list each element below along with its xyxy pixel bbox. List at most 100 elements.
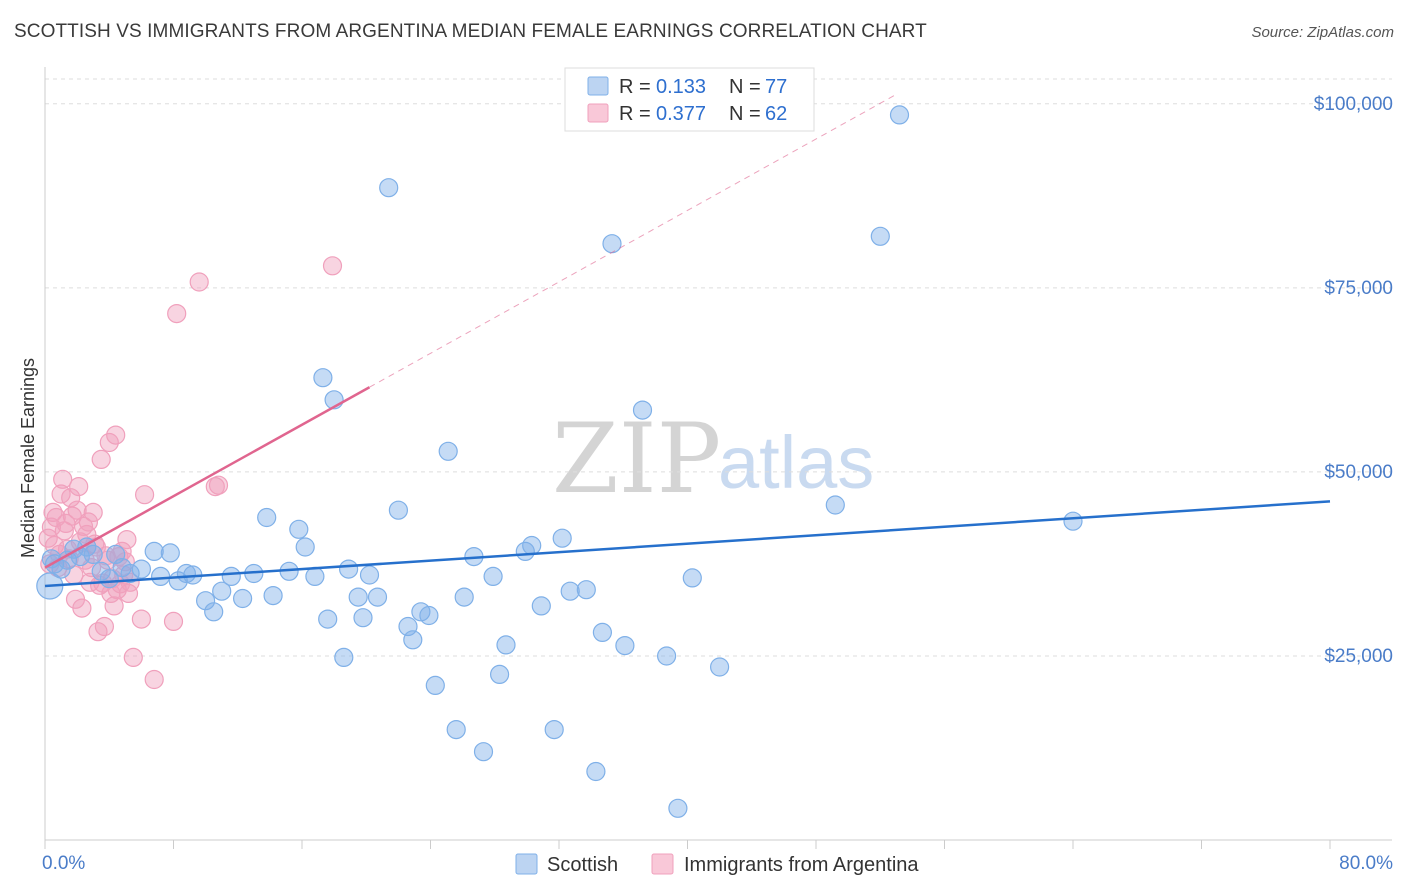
argentina-trend-extension	[369, 93, 897, 388]
scottish-point	[454, 587, 474, 607]
argentina-point	[163, 611, 184, 632]
legend-swatch-argentina	[651, 853, 674, 875]
scottish-point	[615, 635, 635, 656]
argentina-point	[205, 477, 225, 497]
argentina-point	[43, 502, 63, 523]
scottish-point	[339, 559, 359, 579]
legend-r-value: 0.133	[656, 76, 706, 98]
argentina-point	[99, 432, 119, 453]
scottish-point	[425, 675, 445, 696]
scottish-point	[446, 719, 466, 740]
scottish-point	[419, 605, 439, 626]
scottish-point	[359, 565, 380, 585]
scottish-point	[348, 587, 368, 607]
scottish-point	[367, 587, 388, 607]
scottish-point	[221, 566, 241, 587]
argentina-point	[123, 647, 143, 668]
scottish-point	[870, 226, 890, 246]
scottish-point	[289, 519, 309, 539]
y-tick-label: $100,000	[1314, 94, 1393, 115]
scottish-point	[151, 566, 171, 587]
argentina-point	[72, 598, 92, 618]
argentina-point	[117, 529, 137, 550]
scottish-point	[490, 664, 510, 685]
legend-r-label: R =	[619, 103, 651, 125]
scottish-point	[144, 541, 164, 562]
scottish-point	[334, 647, 354, 668]
argentina-point	[106, 425, 126, 445]
argentina-point	[144, 669, 164, 690]
scottish-point	[438, 441, 458, 461]
scottish-point	[632, 400, 653, 420]
scottish-point	[544, 719, 564, 740]
legend-swatch-scottish	[587, 76, 609, 96]
argentina-point	[115, 552, 135, 572]
scottish-point	[668, 798, 688, 818]
scottish-point	[403, 630, 423, 650]
argentina-point	[208, 475, 229, 495]
series-legend: Scottish Immigrants from Argentina	[515, 853, 919, 876]
argentina-points	[38, 256, 343, 690]
legend-swatch-argentina	[587, 103, 609, 123]
y-tick-label: $50,000	[1324, 462, 1393, 483]
scottish-point	[204, 602, 224, 622]
argentina-point	[53, 469, 73, 489]
scottish-trend-line	[44, 500, 1331, 588]
argentina-point	[189, 272, 209, 292]
argentina-point	[94, 616, 115, 637]
argentina-point	[88, 622, 108, 642]
scottish-point	[196, 591, 216, 611]
scottish-point	[592, 622, 613, 643]
y-tick-labels: $25,000 $50,000 $75,000 $100,000	[1314, 94, 1393, 667]
argentina-point	[131, 609, 151, 629]
argentina-point	[104, 596, 124, 616]
scottish-point	[552, 528, 572, 548]
y-tick-label: $75,000	[1324, 278, 1393, 299]
y-axis-label: Median Female Earnings	[18, 358, 38, 558]
scottish-point	[531, 596, 551, 616]
scottish-point	[212, 581, 232, 601]
scottish-point	[131, 559, 151, 579]
argentina-point	[51, 484, 71, 504]
scottish-point	[560, 581, 580, 601]
scottish-point	[889, 105, 910, 125]
legend-n-label: N =	[729, 103, 761, 125]
argentina-point	[54, 521, 74, 541]
legend-label-scottish: Scottish	[547, 854, 618, 876]
scottish-point	[305, 566, 325, 587]
scottish-point	[388, 500, 408, 520]
scottish-point	[1063, 511, 1083, 531]
scottish-point	[656, 646, 677, 666]
legend-n-value: 77	[765, 76, 787, 98]
scottish-points	[36, 105, 1083, 818]
axes	[44, 67, 1392, 849]
argentina-point	[135, 485, 155, 505]
scottish-point	[483, 566, 503, 587]
y-tick-label: $25,000	[1324, 646, 1393, 667]
scottish-point	[379, 178, 399, 198]
scottish-point	[586, 761, 606, 782]
source-credit: Source: ZipAtlas.com	[1251, 24, 1394, 41]
trend-lines	[44, 93, 1331, 588]
watermark-atlas: atlas	[718, 421, 874, 504]
scottish-point	[318, 609, 338, 629]
scottish-point	[160, 543, 180, 563]
scottish-point	[825, 495, 845, 515]
scottish-point	[473, 742, 494, 762]
argentina-point	[69, 477, 89, 497]
scottish-point	[602, 234, 622, 254]
argentina-point	[38, 528, 58, 548]
scottish-point	[91, 561, 111, 581]
zipatlas-watermark: ZIP atlas	[552, 403, 874, 515]
argentina-point	[78, 512, 99, 532]
argentina-point	[83, 502, 103, 523]
legend-label-argentina: Immigrants from Argentina	[684, 854, 919, 876]
scottish-point	[709, 657, 730, 677]
argentina-point	[91, 449, 111, 469]
scottish-point	[682, 568, 702, 588]
legend-n-value: 62	[765, 103, 787, 125]
argentina-point	[167, 304, 187, 324]
scottish-point	[233, 588, 253, 609]
argentina-trend-line	[44, 386, 371, 569]
